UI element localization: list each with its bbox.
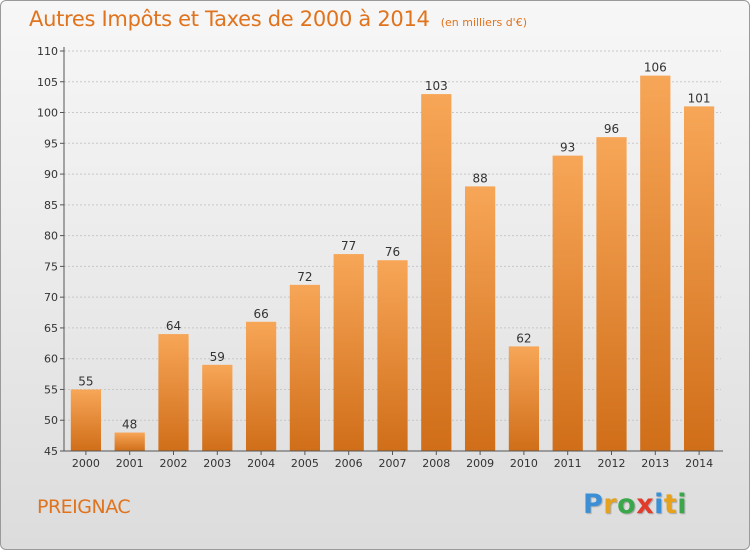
y-tick-label: 105 bbox=[37, 76, 58, 89]
bar-2012 bbox=[596, 137, 627, 451]
data-label: 88 bbox=[472, 171, 487, 185]
y-tick-label: 70 bbox=[44, 291, 58, 304]
data-label: 106 bbox=[644, 61, 667, 75]
x-tick-label: 2010 bbox=[510, 457, 538, 470]
y-tick-label: 45 bbox=[44, 445, 58, 458]
x-tick-label: 2009 bbox=[466, 457, 494, 470]
data-label: 62 bbox=[516, 331, 531, 345]
data-label: 55 bbox=[78, 374, 93, 388]
bar-2013 bbox=[640, 75, 671, 451]
data-label: 77 bbox=[341, 239, 356, 253]
bar-2009 bbox=[464, 186, 496, 451]
data-label: 48 bbox=[122, 418, 137, 432]
title-row: Autres Impôts et Taxes de 2000 à 2014 (e… bbox=[29, 7, 527, 31]
x-tick-label: 2003 bbox=[203, 457, 231, 470]
bar-2006 bbox=[333, 254, 364, 451]
x-tick-label: 2011 bbox=[554, 457, 582, 470]
brand-letter: t bbox=[663, 489, 678, 520]
x-tick-label: 2002 bbox=[160, 457, 188, 470]
bar-2001 bbox=[114, 432, 145, 451]
y-tick-label: 100 bbox=[37, 107, 58, 120]
brand-letter: o bbox=[617, 489, 637, 520]
data-label: 72 bbox=[297, 270, 312, 284]
y-tick-label: 60 bbox=[44, 353, 58, 366]
bar-2002 bbox=[158, 334, 189, 451]
x-tick-label: 2008 bbox=[422, 457, 450, 470]
x-tick-label: 2006 bbox=[335, 457, 363, 470]
bar-2007 bbox=[377, 260, 408, 451]
bar-2008 bbox=[421, 94, 452, 452]
data-label: 59 bbox=[210, 350, 225, 364]
data-label: 96 bbox=[604, 122, 619, 136]
bar-2004 bbox=[245, 321, 277, 451]
data-label: 93 bbox=[560, 141, 575, 155]
y-tick-label: 55 bbox=[44, 383, 58, 396]
bar-2011 bbox=[552, 155, 583, 451]
bar-2005 bbox=[289, 284, 321, 451]
y-tick-label: 90 bbox=[44, 168, 58, 181]
y-tick-label: 50 bbox=[44, 414, 58, 427]
x-tick-label: 2004 bbox=[247, 457, 275, 470]
data-label: 76 bbox=[385, 245, 400, 259]
x-tick-label: 2012 bbox=[598, 457, 626, 470]
y-tick-label: 65 bbox=[44, 322, 58, 335]
brand-letter: x bbox=[636, 489, 655, 520]
y-tick-label: 75 bbox=[44, 260, 58, 273]
y-tick-label: 85 bbox=[44, 199, 58, 212]
data-label: 103 bbox=[425, 79, 448, 93]
brand-logo: Proxiti bbox=[583, 489, 687, 520]
chart-subtitle: (en milliers d'€) bbox=[440, 16, 527, 29]
y-tick-label: 80 bbox=[44, 230, 58, 243]
data-label: 101 bbox=[688, 91, 711, 105]
x-tick-label: 2000 bbox=[72, 457, 100, 470]
x-tick-label: 2001 bbox=[116, 457, 144, 470]
brand-letter: i bbox=[654, 489, 664, 520]
chart-title: Autres Impôts et Taxes de 2000 à 2014 bbox=[29, 7, 430, 31]
data-label: 66 bbox=[253, 307, 268, 321]
x-tick-label: 2007 bbox=[379, 457, 407, 470]
data-label: 64 bbox=[166, 319, 181, 333]
brand-letter: r bbox=[603, 489, 618, 520]
x-tick-label: 2013 bbox=[641, 457, 669, 470]
bars bbox=[70, 75, 715, 452]
y-tick-label: 110 bbox=[37, 45, 58, 58]
y-tick-label: 95 bbox=[44, 137, 58, 150]
commune-name: PREIGNAC bbox=[37, 496, 131, 518]
x-tick-label: 2005 bbox=[291, 457, 319, 470]
brand-letter: P bbox=[583, 489, 604, 520]
brand-letter: i bbox=[677, 489, 688, 520]
bar-2014 bbox=[683, 106, 715, 451]
x-tick-label: 2014 bbox=[685, 457, 713, 470]
labels: 45 50 55 60 65 70 75 80 85 90 95 100 105 110 55 2000 48 2… bbox=[37, 45, 713, 470]
axes bbox=[60, 47, 723, 455]
bar-2010 bbox=[508, 346, 540, 451]
bar-2003 bbox=[202, 364, 233, 451]
bar-2000 bbox=[70, 389, 102, 451]
